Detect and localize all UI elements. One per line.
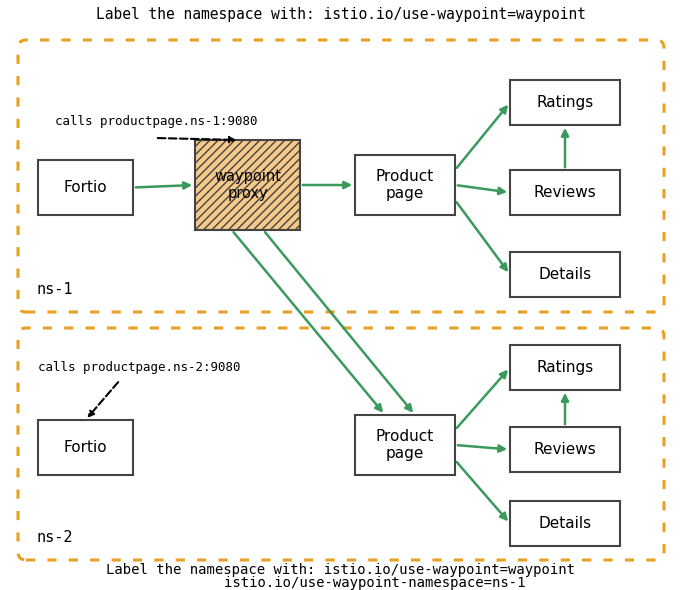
Text: Fortio: Fortio (63, 440, 107, 455)
Text: Details: Details (538, 516, 591, 531)
Bar (510, 252, 620, 297)
Text: ns-2: ns-2 (36, 530, 72, 546)
Text: Label the namespace with: istio.io/use-waypoint=waypoint: Label the namespace with: istio.io/use-w… (96, 8, 586, 22)
Bar (355, 415, 455, 475)
Text: istio.io/use-waypoint-namespace=ns-1: istio.io/use-waypoint-namespace=ns-1 (157, 576, 525, 590)
Bar (38, 160, 133, 215)
Text: Product
page: Product page (376, 429, 434, 461)
Text: Reviews: Reviews (533, 185, 596, 200)
Bar (355, 155, 455, 215)
Text: Label the namespace with: istio.io/use-waypoint=waypoint: Label the namespace with: istio.io/use-w… (106, 563, 576, 577)
Bar (510, 427, 620, 472)
Bar (510, 80, 620, 125)
Text: Product
page: Product page (376, 169, 434, 201)
Text: waypoint
proxy: waypoint proxy (214, 169, 281, 201)
Bar (38, 420, 133, 475)
Bar (510, 501, 620, 546)
Bar (195, 140, 300, 230)
Text: Details: Details (538, 267, 591, 282)
Text: ns-1: ns-1 (36, 283, 72, 297)
Bar (510, 170, 620, 215)
Text: Ratings: Ratings (536, 95, 593, 110)
Bar (510, 345, 620, 390)
Text: Fortio: Fortio (63, 180, 107, 195)
FancyBboxPatch shape (18, 328, 664, 560)
FancyBboxPatch shape (18, 40, 664, 312)
Text: calls productpage.ns-2:9080: calls productpage.ns-2:9080 (38, 362, 241, 375)
Text: Ratings: Ratings (536, 360, 593, 375)
Text: Reviews: Reviews (533, 442, 596, 457)
Text: calls productpage.ns-1:9080: calls productpage.ns-1:9080 (55, 116, 258, 129)
